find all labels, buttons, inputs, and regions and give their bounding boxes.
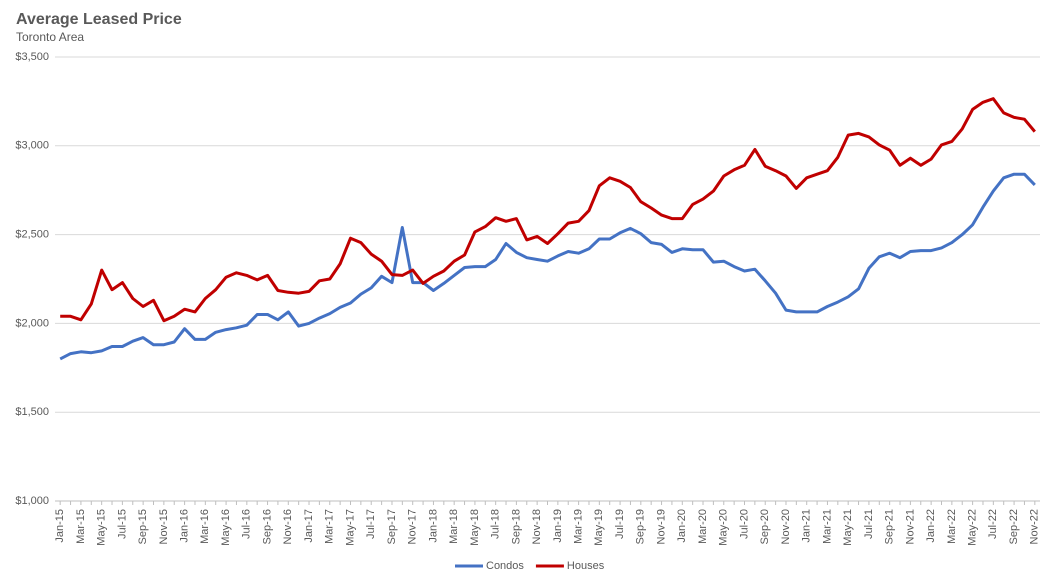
x-tick-label: Jul-22	[987, 509, 999, 539]
x-tick-label: Sep-21	[884, 509, 896, 544]
x-tick-label: Mar-15	[75, 509, 87, 544]
x-tick-label: Mar-18	[448, 509, 460, 544]
x-tick-label: Sep-15	[137, 509, 149, 544]
y-tick-label: $1,500	[15, 406, 49, 418]
line-series	[60, 97, 1036, 323]
x-tick-label: Jan-22	[925, 509, 937, 543]
x-tick-label: Sep-16	[261, 509, 273, 544]
chart-subtitle: Toronto Area	[16, 30, 84, 44]
x-tick-label: May-22	[967, 509, 979, 546]
y-tick-label: $3,000	[15, 140, 49, 152]
x-tick-label: Sep-17	[386, 509, 398, 544]
x-tick-label: Mar-17	[324, 509, 336, 544]
x-tick-label: Nov-17	[407, 509, 419, 544]
y-tick-label: $1,000	[15, 495, 49, 507]
x-tick-label: Nov-16	[282, 509, 294, 544]
x-tick-label: Jan-17	[303, 509, 315, 543]
x-tick-label: Jan-15	[54, 509, 66, 543]
x-tick-label: Jan-20	[676, 509, 688, 543]
line-series	[59, 172, 1036, 361]
x-tick-label: May-19	[593, 509, 605, 546]
y-tick-label: $2,000	[15, 317, 49, 329]
x-tick-label: Jul-20	[738, 509, 750, 539]
x-tick-label: Jul-21	[863, 509, 875, 539]
x-tick-label: Mar-16	[199, 509, 211, 544]
x-tick-label: Jul-15	[116, 509, 128, 539]
x-tick-label: May-21	[842, 509, 854, 546]
x-tick-label: Jan-19	[552, 509, 564, 543]
legend-label: Houses	[567, 560, 605, 572]
x-tick-label: Jul-19	[614, 509, 626, 539]
x-tick-label: May-16	[220, 509, 232, 546]
x-tick-label: Nov-15	[158, 509, 170, 544]
x-tick-label: May-20	[718, 509, 730, 546]
x-tick-label: Nov-18	[531, 509, 543, 544]
x-tick-label: Sep-19	[635, 509, 647, 544]
x-tick-label: Mar-22	[946, 509, 958, 544]
x-tick-label: May-18	[469, 509, 481, 546]
x-tick-label: May-15	[96, 509, 108, 546]
x-tick-label: Mar-19	[573, 509, 585, 544]
x-tick-label: Mar-21	[821, 509, 833, 544]
x-tick-label: Jan-21	[801, 509, 813, 543]
legend-label: Condos	[486, 560, 524, 572]
x-tick-label: Sep-20	[759, 509, 771, 544]
x-tick-label: Sep-18	[510, 509, 522, 544]
chart-title: Average Leased Price	[16, 11, 182, 28]
x-tick-label: Nov-22	[1029, 509, 1041, 544]
x-tick-label: Jan-16	[179, 509, 191, 543]
x-tick-label: Mar-20	[697, 509, 709, 544]
y-tick-label: $3,500	[15, 51, 49, 63]
x-tick-label: Nov-19	[655, 509, 667, 544]
y-tick-label: $2,500	[15, 229, 49, 241]
x-tick-label: Jul-18	[490, 509, 502, 539]
x-tick-label: Jan-18	[427, 509, 439, 543]
x-tick-label: Jul-17	[365, 509, 377, 539]
x-tick-label: Nov-21	[904, 509, 916, 544]
x-tick-label: Nov-20	[780, 509, 792, 544]
x-tick-label: May-17	[344, 509, 356, 546]
x-tick-label: Sep-22	[1008, 509, 1020, 544]
x-tick-label: Jul-16	[241, 509, 253, 539]
